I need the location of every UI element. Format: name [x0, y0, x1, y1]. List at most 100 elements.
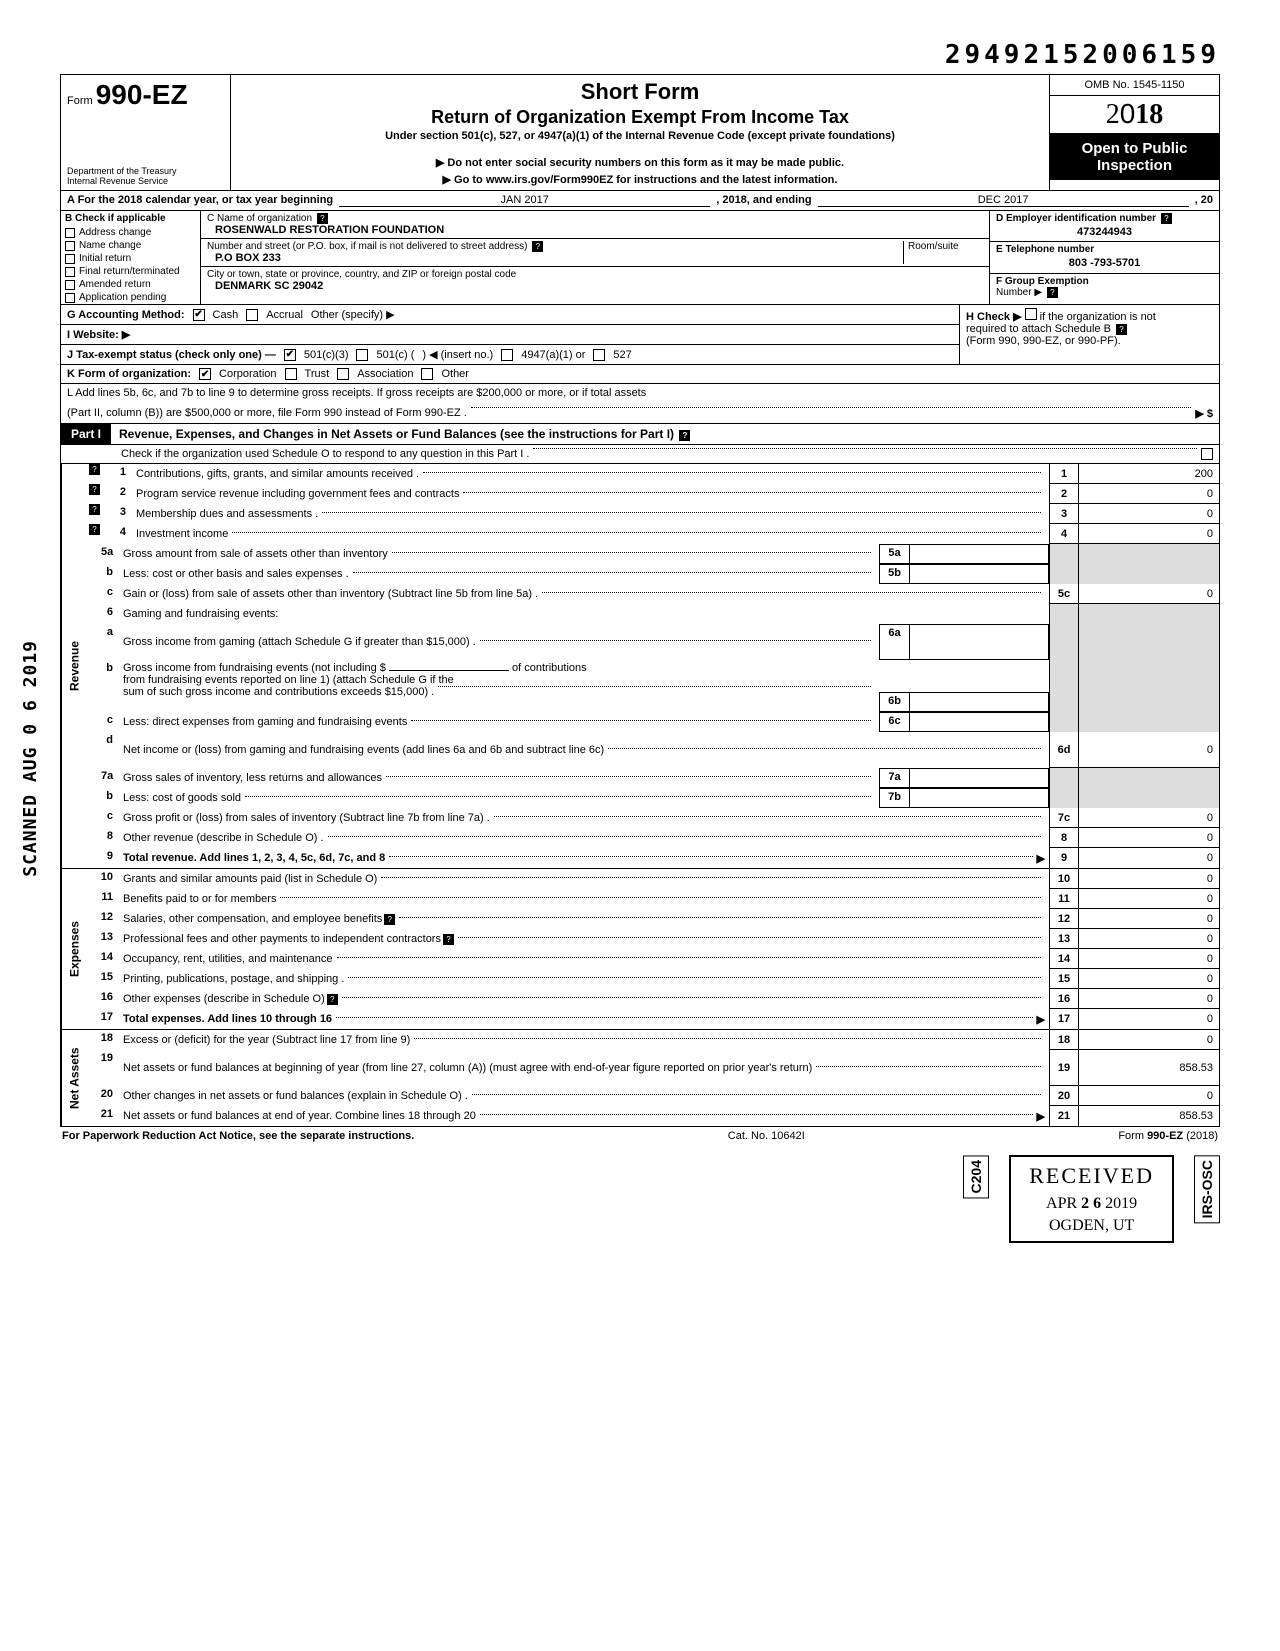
check-amended-return[interactable]: Amended return [61, 278, 200, 291]
checkbox-icon [65, 267, 75, 277]
check-527-icon[interactable] [593, 349, 605, 361]
ln-text: Gross profit or (loss) from sales of inv… [119, 808, 1049, 828]
line-7c: cGross profit or (loss) from sales of in… [87, 808, 1219, 828]
ln-num: 8 [87, 828, 119, 848]
ln-text: Salaries, other compensation, and employ… [119, 909, 1049, 929]
trust-label: Trust [305, 368, 330, 380]
row-i-website: I Website: ▶ [60, 325, 960, 345]
checkbox-accrual-icon[interactable] [246, 309, 258, 321]
ln-num: 21 [87, 1106, 119, 1126]
checkbox-cash-icon[interactable]: ✔ [193, 309, 205, 321]
form-header: Form 990-EZ Department of the Treasury I… [60, 74, 1220, 191]
ln-text: Less: cost or other basis and sales expe… [119, 564, 879, 584]
ln-text: Net income or (loss) from gaming and fun… [119, 732, 1049, 768]
insert-no-label: ) ◀ (insert no.) [422, 348, 493, 361]
check-initial-return[interactable]: Initial return [61, 252, 200, 265]
expenses-lines: 10Grants and similar amounts paid (list … [87, 869, 1219, 1029]
help-icon: ? [327, 994, 338, 1005]
right-num-grey [1049, 564, 1079, 584]
right-val-grey [1079, 604, 1219, 624]
check-other-icon[interactable] [421, 368, 433, 380]
open-to-public: Open to Public Inspection [1050, 134, 1219, 180]
ln-text: Benefits paid to or for members [119, 889, 1049, 909]
ln-num: c [87, 584, 119, 604]
ln-num: 15 [87, 969, 119, 989]
row-a-tail: , 20 [1195, 194, 1213, 207]
assoc-label: Association [357, 368, 413, 380]
check-501c3-icon[interactable]: ✔ [284, 349, 296, 361]
4947-label: 4947(a)(1) or [521, 349, 585, 361]
addr-label: Number and street (or P.O. box, if mail … [207, 241, 528, 252]
col-b-header: B Check if applicable [61, 211, 200, 226]
right-val: 0 [1079, 808, 1219, 828]
line-18: 18Excess or (deficit) for the year (Subt… [87, 1030, 1219, 1050]
expenses-section: Expenses 10Grants and similar amounts pa… [60, 869, 1220, 1030]
right-val-grey [1079, 624, 1219, 660]
check-application-pending[interactable]: Application pending [61, 291, 200, 304]
row-g-h: G Accounting Method: ✔Cash Accrual Other… [60, 305, 960, 325]
check-trust-icon[interactable] [285, 368, 297, 380]
mid-num: 6c [879, 712, 909, 732]
right-val: 0 [1079, 969, 1219, 989]
right-num: 1 [1049, 464, 1079, 484]
document-locator-number: 29492152006159 [60, 40, 1220, 70]
check-schedule-o-icon[interactable] [1201, 448, 1213, 460]
check-assoc-icon[interactable] [337, 368, 349, 380]
ln-text: Program service revenue including govern… [132, 484, 1049, 504]
line-1: ?1Contributions, gifts, grants, and simi… [87, 464, 1219, 484]
right-val: 200 [1079, 464, 1219, 484]
ln-text: Gain or (loss) from sale of assets other… [119, 584, 1049, 604]
check-final-return[interactable]: Final return/terminated [61, 265, 200, 278]
accrual-label: Accrual [266, 309, 303, 321]
right-val-grey [1079, 564, 1219, 584]
check-lbl: Initial return [79, 253, 131, 264]
line-8: 8Other revenue (describe in Schedule O) … [87, 828, 1219, 848]
ein-value: 473244943 [996, 224, 1213, 238]
help-icon: ? [443, 934, 454, 945]
help-icon: ? [532, 241, 543, 252]
year-begin-value: JAN 2017 [339, 194, 710, 207]
ln-num: 10 [87, 869, 119, 889]
row-l-arrow: ▶ $ [1195, 407, 1213, 420]
title-goto: ▶ Go to www.irs.gov/Form990EZ for instru… [239, 173, 1041, 186]
check-address-change[interactable]: Address change [61, 226, 200, 239]
check-name-change[interactable]: Name change [61, 239, 200, 252]
form-org-label: K Form of organization: [67, 368, 191, 380]
check-lbl: Amended return [79, 279, 151, 290]
right-val: 0 [1079, 889, 1219, 909]
help-icon: ? [679, 430, 690, 441]
mid-val [909, 544, 1049, 564]
tel-value: 803 -793-5701 [996, 255, 1213, 269]
mid-num: 6b [879, 692, 909, 712]
right-num-grey [1049, 712, 1079, 732]
mid-val [909, 624, 1049, 660]
ln-num: 7a [87, 768, 119, 788]
ln-text: Printing, publications, postage, and shi… [119, 969, 1049, 989]
row-h-schedule-b: H Check ▶ if the organization is not req… [960, 305, 1220, 365]
addr-value: P.O BOX 233 [207, 252, 903, 264]
ln-text: Gross income from gaming (attach Schedul… [119, 624, 879, 660]
title-short-form: Short Form [239, 79, 1041, 105]
ln-num: 9 [87, 848, 119, 868]
check-sched-b-icon[interactable] [1025, 308, 1037, 320]
row-j-tax-status: J Tax-exempt status (check only one) — ✔… [60, 345, 960, 365]
help-icon: ? [89, 524, 100, 535]
org-name-value: ROSENWALD RESTORATION FOUNDATION [207, 224, 983, 236]
website-label: I Website: ▶ [67, 328, 130, 341]
check-4947-icon[interactable] [501, 349, 513, 361]
right-val: 0 [1079, 989, 1219, 1009]
received-stamp: RECEIVED APR 2 6 2019 OGDEN, UT [1009, 1155, 1174, 1243]
check-corp-icon[interactable]: ✔ [199, 368, 211, 380]
line-20: 20Other changes in net assets or fund ba… [87, 1086, 1219, 1106]
ln-num: b [87, 564, 119, 584]
ln-num: 16 [87, 989, 119, 1009]
right-val: 0 [1079, 848, 1219, 868]
check-501c-icon[interactable] [356, 349, 368, 361]
row-a-label: A For the 2018 calendar year, or tax yea… [67, 194, 333, 207]
net-assets-vertical-label: Net Assets [61, 1030, 87, 1126]
ln-text: Investment income [132, 524, 1049, 544]
entity-info-grid: B Check if applicable Address change Nam… [60, 211, 1220, 305]
mid-val [909, 564, 1049, 584]
ln-num: c [87, 808, 119, 828]
check-lbl: Name change [79, 240, 141, 251]
